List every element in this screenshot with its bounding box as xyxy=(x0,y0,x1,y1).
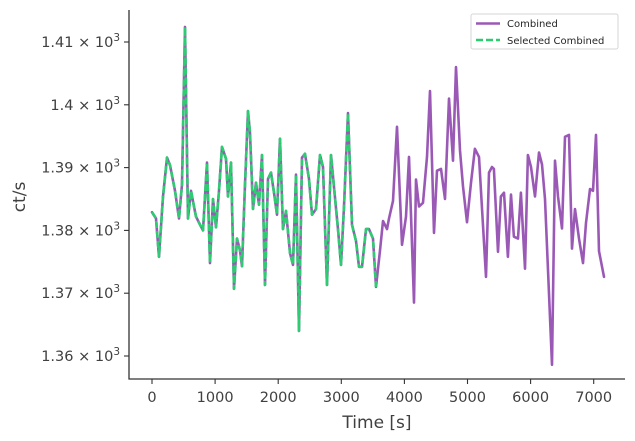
y-tick-label: 1.38 × 103 xyxy=(41,220,120,239)
x-tick-label: 6000 xyxy=(512,390,549,406)
x-tick-label: 2000 xyxy=(260,390,297,406)
y-axis-label: ct/s xyxy=(10,182,30,213)
x-tick-label: 7000 xyxy=(575,390,612,406)
y-tick-label: 1.4 × 103 xyxy=(50,95,120,114)
x-tick-label: 5000 xyxy=(449,390,486,406)
y-tick-label: 1.37 × 103 xyxy=(41,283,120,302)
y-tick-label: 1.36 × 103 xyxy=(41,346,120,365)
x-tick-label: 1000 xyxy=(197,390,234,406)
axes: 0 1000 2000 3000 4000 5000 6000 7000 1.36 × 103… xyxy=(10,10,625,433)
x-tick-label: 0 xyxy=(147,390,156,406)
legend: Combined Selected Combined xyxy=(470,13,619,50)
y-tick-label: 1.41 × 103 xyxy=(41,32,120,51)
x-tick-label: 4000 xyxy=(386,390,423,406)
y-ticks: 1.36 × 103 1.37 × 103 1.38 × 103 1.39 × 103… xyxy=(41,32,129,365)
y-tick-label: 1.39 × 103 xyxy=(41,158,120,177)
selected-combined-line xyxy=(150,25,378,333)
x-tick-label: 3000 xyxy=(323,390,360,406)
x-axis-label: Time [s] xyxy=(341,413,411,433)
legend-combined-label: Combined xyxy=(507,19,558,30)
plot-area xyxy=(150,25,606,367)
legend-box xyxy=(470,13,619,50)
x-ticks: 0 1000 2000 3000 4000 5000 6000 7000 xyxy=(147,379,612,406)
legend-selected-label: Selected Combined xyxy=(507,36,604,47)
